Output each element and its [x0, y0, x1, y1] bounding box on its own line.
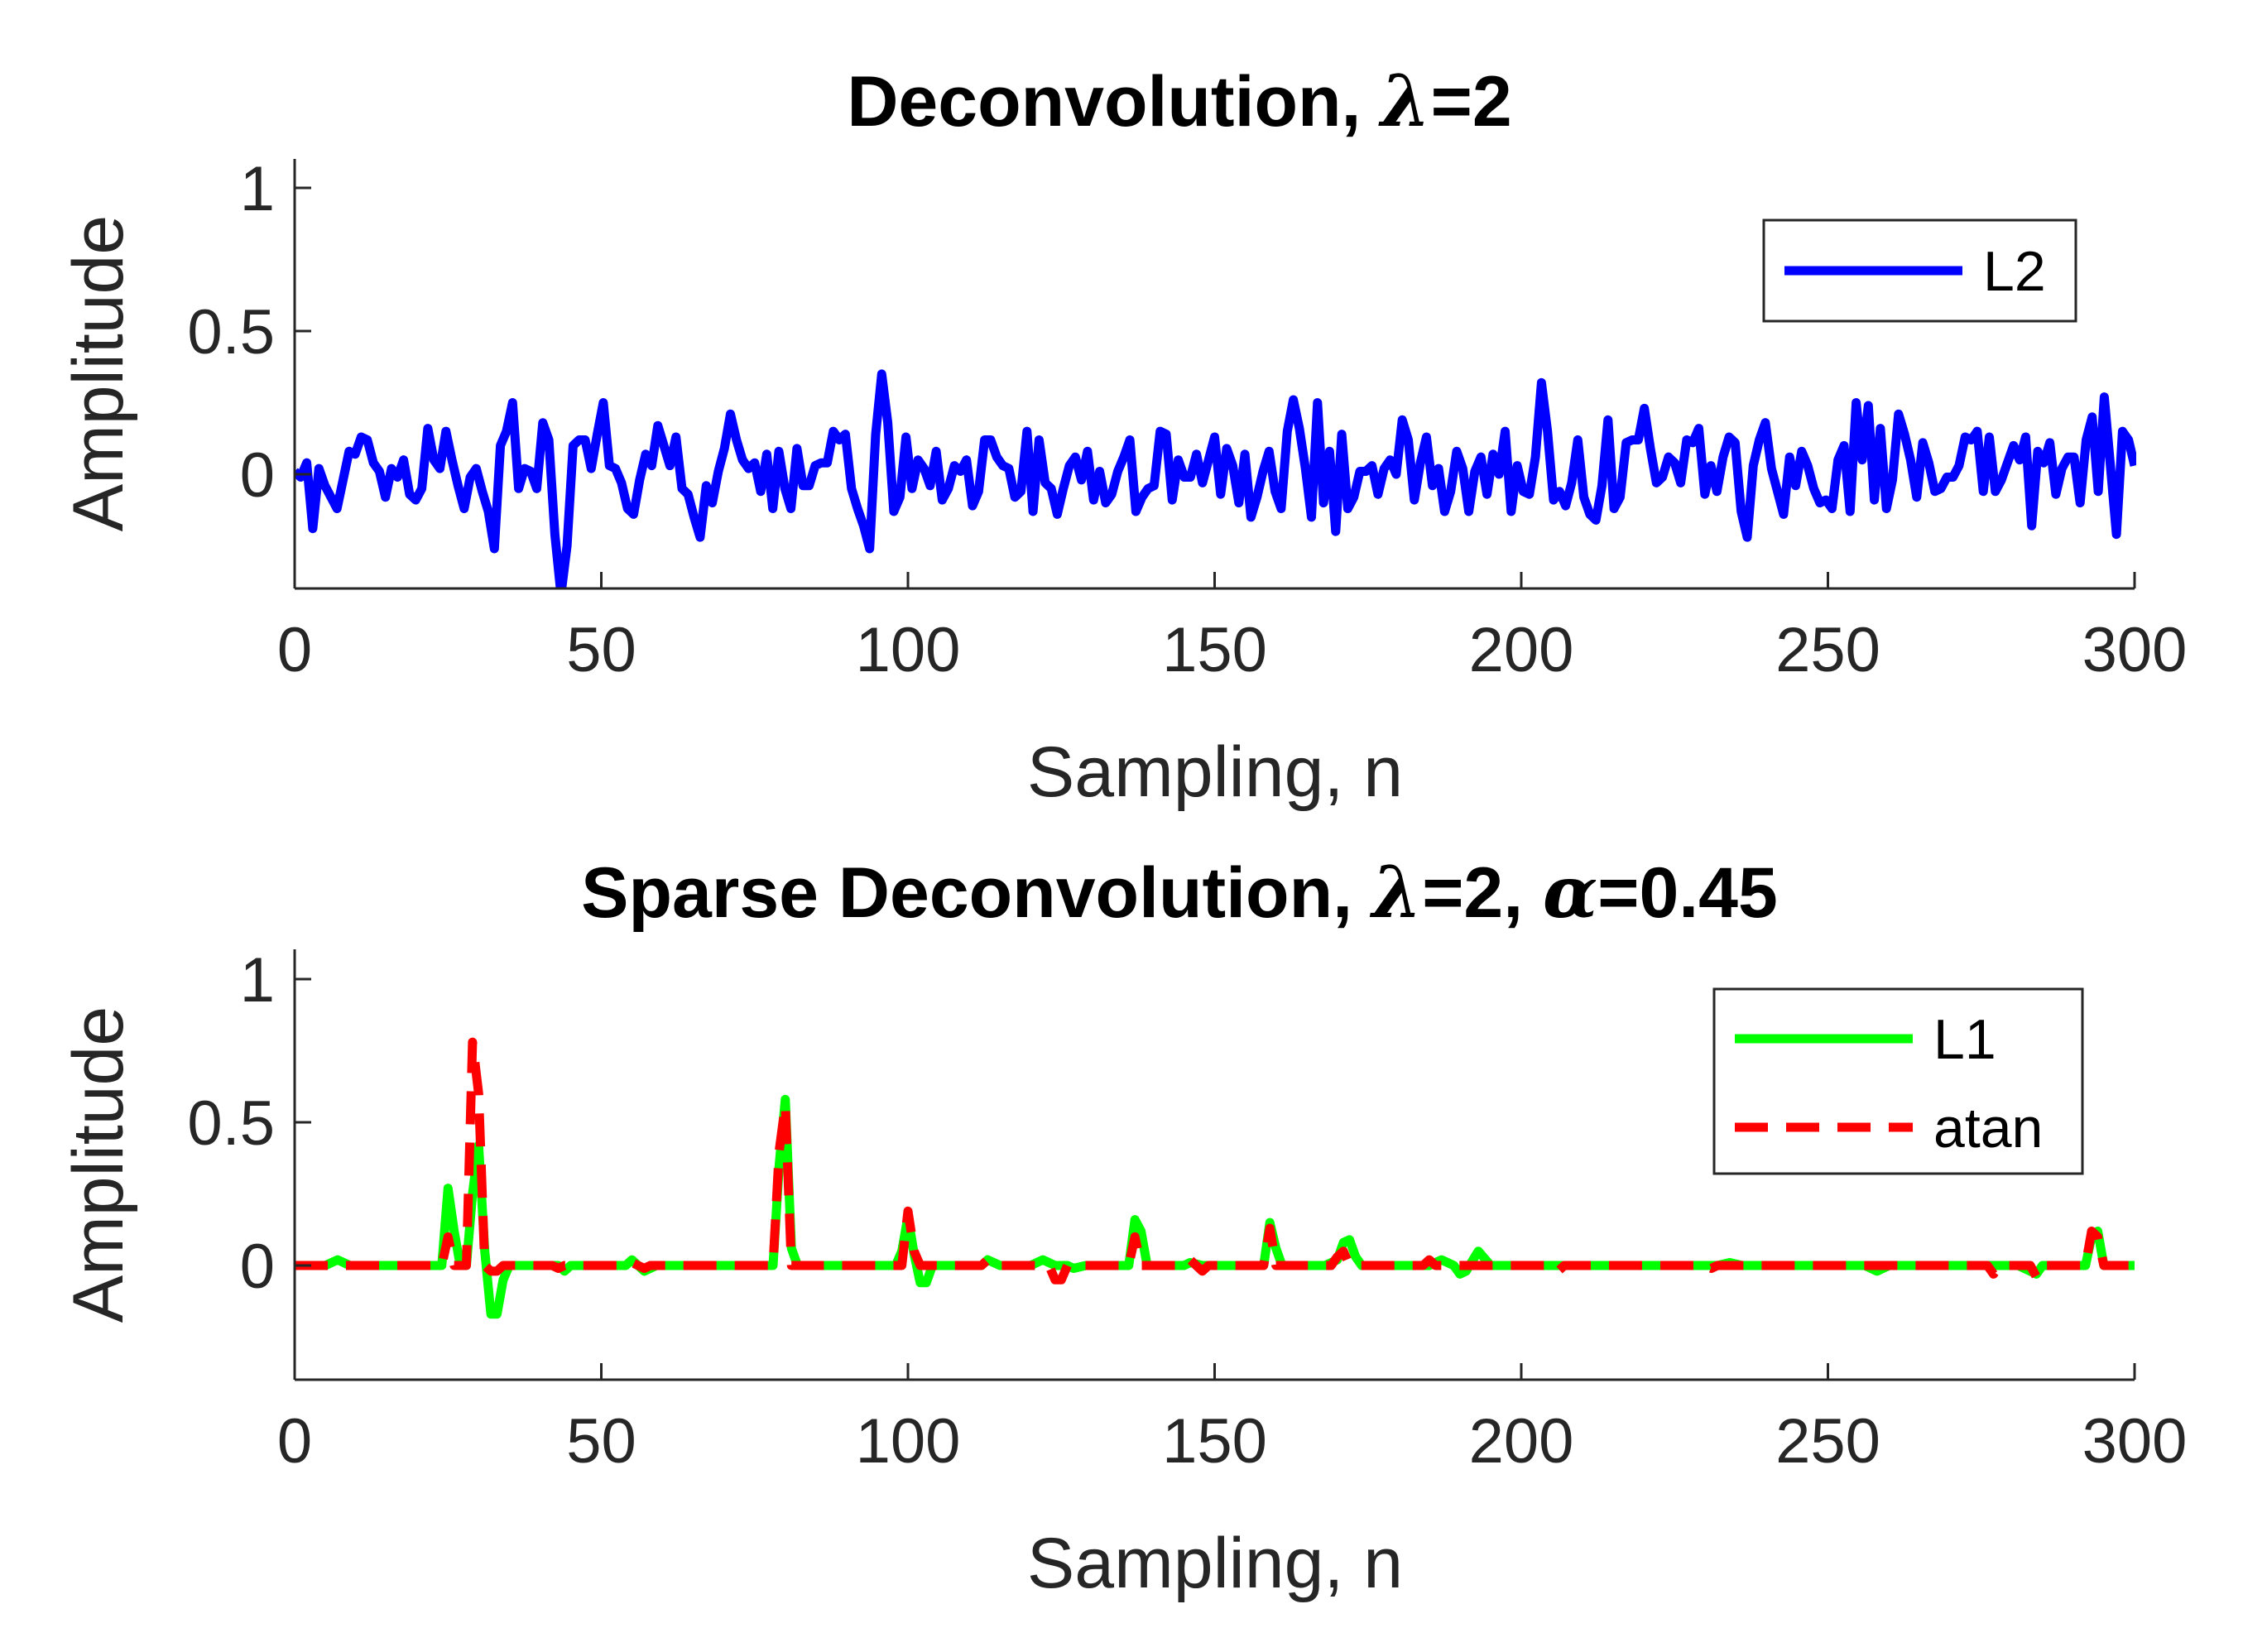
bottom-x-tick-label-200: 200 — [1469, 1406, 1574, 1477]
bottom-x-tick-label-250: 250 — [1775, 1406, 1880, 1477]
top-y-axis-label: Amplitude — [59, 215, 138, 531]
bottom-x-ticks: 0 50 100 150 200 250 300 — [277, 1363, 2188, 1477]
top-x-axis-label: Sampling, n — [1027, 732, 1403, 812]
bottom-x-tick-label-150: 150 — [1162, 1406, 1267, 1477]
top-x-tick-label-150: 150 — [1162, 615, 1267, 685]
bottom-y-tick-label-0_5: 0.5 — [187, 1088, 275, 1159]
top-x-tick-label-200: 200 — [1469, 615, 1574, 685]
bottom-x-tick-label-100: 100 — [856, 1406, 961, 1477]
bottom-y-axis-label: Amplitude — [59, 1006, 138, 1323]
bottom-chart-title: Sparse Deconvolution, λ=2, α=0.45 — [581, 851, 1778, 934]
top-x-tick-label-300: 300 — [2082, 615, 2188, 685]
top-series-group — [295, 369, 2136, 588]
bottom-y-tick-label-1: 1 — [240, 945, 275, 1016]
top-axes: 00.51 0 50 100 150 200 250 300 — [187, 154, 2187, 685]
bottom-legend-box — [1712, 987, 2084, 1175]
bottom-legend: L1 atan — [1712, 987, 2084, 1175]
top-x-tick-label-100: 100 — [856, 615, 961, 685]
legend-label-atan: atan — [1933, 1097, 2043, 1160]
top-y-tick-label-0: 0 — [240, 440, 275, 511]
bottom-x-tick-label-0: 0 — [277, 1406, 312, 1477]
bottom-y-ticks: 00.51 — [187, 945, 311, 1302]
bottom-y-tick-label-0: 0 — [240, 1232, 275, 1302]
bottom-axes: 00.51 0 50 100 150 200 250 300 — [187, 945, 2187, 1477]
top-chart-title: Deconvolution, λ=2 — [847, 60, 1511, 143]
top-legend: L2 — [1762, 219, 2077, 323]
bottom-series-group — [295, 1037, 2135, 1319]
bottom-x-tick-label-300: 300 — [2082, 1406, 2188, 1477]
bottom-panel: Sparse Deconvolution, λ=2, α=0.45 00.51 … — [59, 851, 2187, 1603]
legend-label-l1: L1 — [1933, 1008, 1996, 1071]
top-panel: Deconvolution, λ=2 00.51 0 50 100 150 200 250… — [59, 60, 2187, 812]
top-x-tick-label-0: 0 — [277, 615, 312, 685]
bottom-x-tick-label-50: 50 — [566, 1406, 636, 1477]
top-x-tick-label-250: 250 — [1775, 615, 1880, 685]
top-y-tick-label-0_5: 0.5 — [187, 297, 275, 367]
top-x-tick-label-50: 50 — [566, 615, 636, 685]
top-y-tick-label-1: 1 — [240, 154, 275, 224]
top-y-ticks: 00.51 — [187, 154, 311, 511]
top-x-ticks: 0 50 100 150 200 250 300 — [277, 572, 2188, 685]
series-line-l2 — [295, 369, 2136, 588]
series-line-atan — [295, 1037, 2135, 1285]
legend-label-l2: L2 — [1983, 240, 2046, 303]
bottom-x-axis-label: Sampling, n — [1027, 1524, 1403, 1603]
